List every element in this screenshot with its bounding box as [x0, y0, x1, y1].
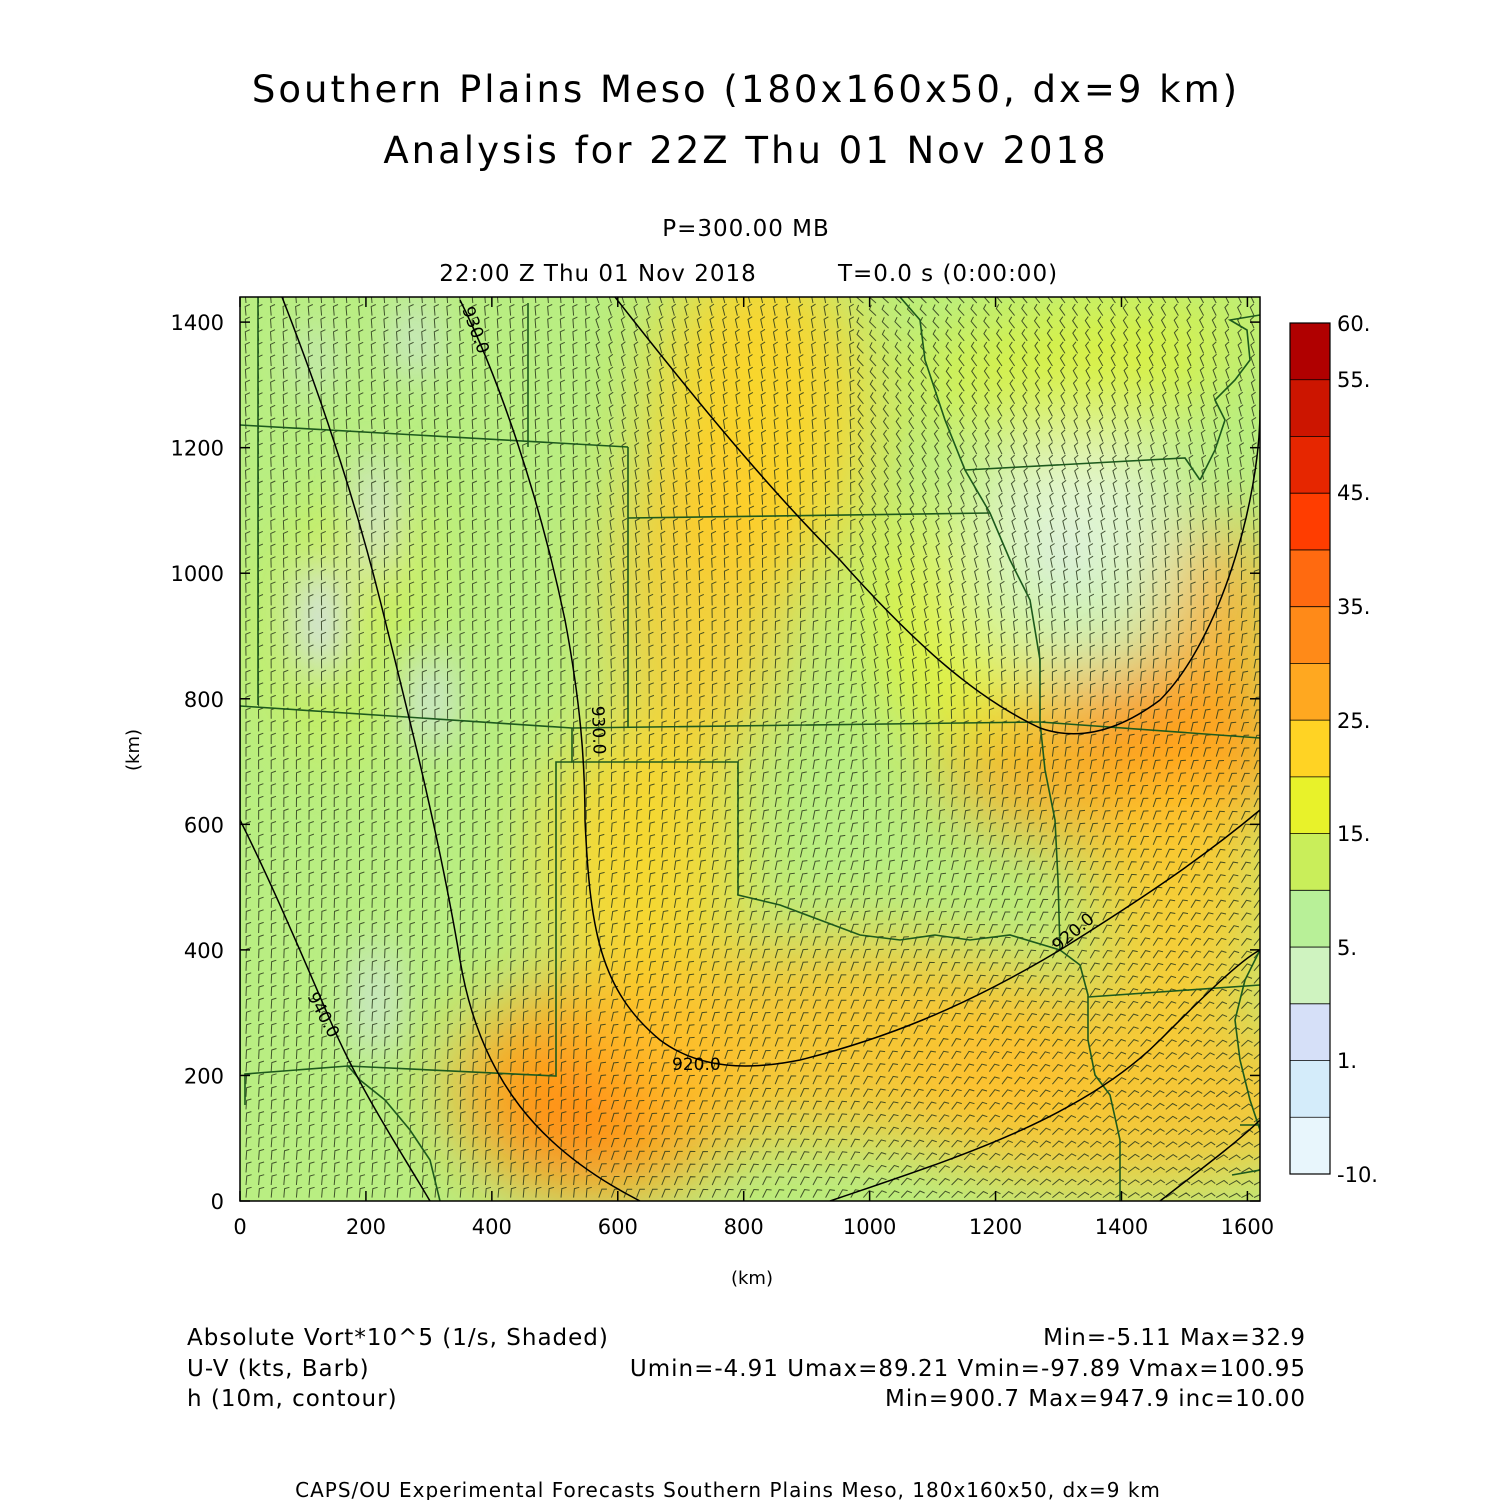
- x-tick-label: 1600: [1221, 1215, 1274, 1239]
- valid-time-label: 22:00 Z Thu 01 Nov 2018: [439, 261, 757, 287]
- field1-stats: Min=-5.11 Max=32.9: [1043, 1325, 1306, 1351]
- x-tick-label: 0: [233, 1215, 246, 1239]
- colorbar-swatch: [1290, 606, 1330, 664]
- wind-barbs: [244, 297, 1260, 1199]
- plot-frame: [239, 296, 1261, 1202]
- field3-name: h (10m, contour): [187, 1386, 398, 1412]
- plot-area: 920.0 930.0 940.0 930.0 920.0: [240, 297, 1260, 1201]
- colorbar-swatch: [1290, 776, 1330, 835]
- x-tick-label: 400: [472, 1215, 512, 1239]
- colorbar-swatch: [1290, 890, 1330, 948]
- x-tick-label: 200: [346, 1215, 386, 1239]
- y-tick-label: 200: [184, 1064, 224, 1088]
- x-axis-label: (km): [731, 1268, 773, 1289]
- colorbar-swatch: [1290, 720, 1330, 778]
- colorbar-swatch: [1290, 833, 1330, 891]
- colorbar-label: 60.: [1337, 312, 1370, 336]
- colorbar-swatch: [1290, 1003, 1330, 1062]
- colorbar-swatch: [1290, 947, 1330, 1005]
- colorbar-frame: [1289, 322, 1331, 1175]
- y-axis: 0 200 400 600 800 1000 1200 1400: [171, 311, 1260, 1214]
- colorbar-swatch: [1290, 436, 1330, 494]
- colorbar-label: 45.: [1337, 481, 1370, 505]
- colorbar-swatch: [1290, 379, 1330, 437]
- colorbar-swatch: [1290, 1117, 1330, 1175]
- colorbar-label: 5.: [1337, 936, 1357, 960]
- colorbar-label: 1.: [1337, 1049, 1357, 1073]
- forecast-time-label: T=0.0 s (0:00:00): [837, 261, 1058, 287]
- colorbar-swatch: [1290, 493, 1330, 551]
- x-tick-label: 800: [724, 1215, 764, 1239]
- y-tick-label: 1400: [171, 311, 224, 335]
- colorbar-swatch: [1290, 549, 1330, 608]
- x-tick-label: 1400: [1095, 1215, 1148, 1239]
- x-tick-label: 1000: [843, 1215, 896, 1239]
- map-title-line1: Southern Plains Meso (180x160x50, dx=9 k…: [252, 68, 1240, 111]
- y-tick-label: 1000: [171, 562, 224, 586]
- y-tick-label: 0: [211, 1190, 224, 1214]
- field2-stats: Umin=-4.91 Umax=89.21 Vmin=-97.89 Vmax=1…: [630, 1356, 1306, 1382]
- colorbar-swatch: [1290, 323, 1330, 381]
- state-boundaries: [240, 297, 1260, 1201]
- colorbar-label: 55.: [1337, 368, 1370, 392]
- colorbar-label: -10.: [1337, 1163, 1378, 1187]
- colorbar-label: 15.: [1337, 822, 1370, 846]
- credit-footer: CAPS/OU Experimental Forecasts Southern …: [295, 1478, 1161, 1500]
- colorbar-swatch: [1290, 663, 1330, 721]
- y-tick-label: 800: [184, 688, 224, 712]
- map-title-line2: Analysis for 22Z Thu 01 Nov 2018: [383, 129, 1108, 172]
- height-contours: [240, 297, 1260, 1201]
- field2-name: U-V (kts, Barb): [187, 1356, 370, 1382]
- x-tick-label: 600: [598, 1215, 638, 1239]
- pressure-level-label: P=300.00 MB: [662, 216, 830, 242]
- x-tick-label: 1200: [969, 1215, 1022, 1239]
- colorbar-swatch: [1290, 1060, 1330, 1118]
- field3-stats: Min=900.7 Max=947.9 inc=10.00: [885, 1386, 1306, 1412]
- y-tick-label: 1200: [171, 437, 224, 461]
- contour-label: 930.0: [587, 705, 609, 754]
- colorbar-label: 35.: [1337, 595, 1370, 619]
- contour-label: 920.0: [672, 1055, 721, 1075]
- field1-name: Absolute Vort*10^5 (1/s, Shaded): [187, 1325, 609, 1351]
- wind-barb-field: [244, 297, 1260, 1199]
- y-axis-label: (km): [123, 729, 144, 771]
- colorbar-label: 25.: [1337, 709, 1370, 733]
- y-tick-label: 400: [184, 939, 224, 963]
- colorbar: 60. 55. 45. 35. 25. 15. 5. 1. -10.: [1289, 312, 1378, 1187]
- y-tick-label: 600: [184, 813, 224, 837]
- x-axis: 0 200 400 600 800 1000 1200 1400 1600: [233, 297, 1274, 1239]
